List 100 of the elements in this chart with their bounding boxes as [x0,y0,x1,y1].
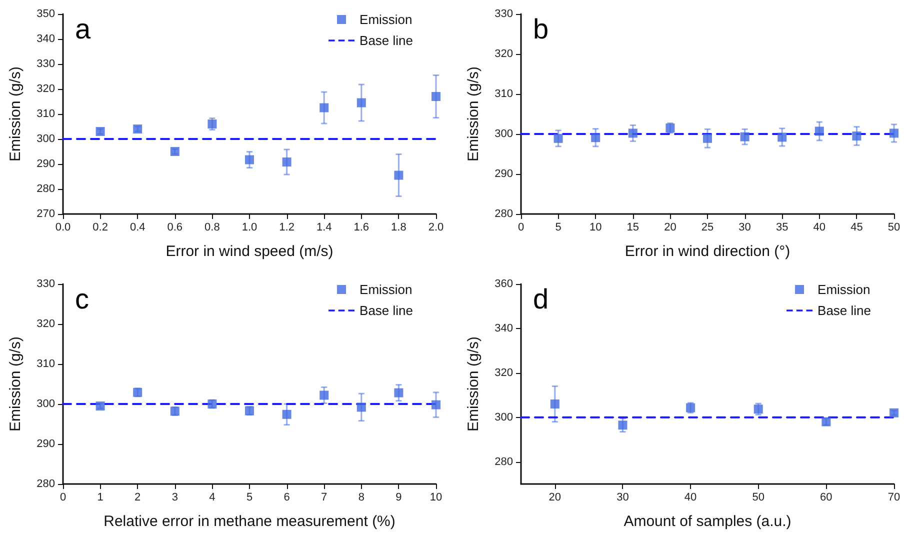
x-tick-label: 0.4 [130,222,146,234]
x-tick-label: 35 [776,222,788,234]
legend-label: Emission [818,282,870,297]
x-axis-title: Relative error in methane measurement (%) [104,513,396,530]
x-tick-label: 0 [60,492,66,504]
annotation: d [533,284,549,314]
y-tick-label: 360 [494,278,513,290]
point [208,120,217,128]
x-tick-label: 0.2 [92,222,108,234]
y-tick-label: 310 [36,108,55,120]
point [320,103,329,112]
point [890,128,898,138]
y-tick-label: 330 [36,58,55,70]
y-tick-label: 300 [494,128,513,140]
point [618,420,628,430]
point [245,155,254,164]
x-tick-label: 10 [430,492,442,504]
y-tick-label: 300 [494,411,513,424]
x-axis-title: Error in wind direction (°) [624,243,790,260]
x-tick-label: 9 [396,492,402,504]
y-axis-title: Emission (g/s) [7,336,24,432]
point [814,126,824,136]
point [432,400,440,410]
y-tick-label: 340 [36,33,55,45]
point [320,390,329,400]
point [591,133,600,142]
point [282,410,292,419]
point [703,134,712,143]
x-tick-label: 1.6 [354,222,370,234]
point [754,404,763,414]
x-tick-label: 1 [97,492,104,504]
legend-label: Base line [360,33,414,48]
x-tick-label: 70 [888,492,900,504]
point [394,388,404,398]
y-tick-label: 330 [36,278,55,290]
point [628,128,638,138]
x-tick-label: 20 [548,492,562,504]
y-tick-label: 270 [36,208,55,220]
x-tick-label: 5 [246,492,253,504]
y-tick-label: 280 [494,208,513,220]
x-tick-label: 50 [752,492,764,504]
x-tick-label: 30 [616,492,629,504]
legend-label: Emission [360,12,412,27]
x-tick-label: 1.2 [279,222,294,234]
point [554,134,563,143]
y-tick-label: 320 [36,83,55,95]
y-axis-title: Emission (g/s) [465,66,482,162]
x-tick-label: 0.8 [204,222,220,234]
point [432,92,440,101]
x-tick-label: 25 [701,222,714,234]
x-tick-label: 7 [321,492,328,504]
legend-label: Emission [360,282,412,297]
y-tick-label: 300 [36,133,55,145]
x-tick-label: 2 [134,492,141,504]
x-tick-label: 3 [172,492,178,504]
x-axis-title: Amount of samples (a.u.) [624,513,792,530]
x-tick-label: 15 [626,222,640,234]
x-tick-label: 0.6 [167,222,183,234]
point [394,170,404,180]
x-tick-label: 0 [518,222,524,234]
x-tick-label: 1.0 [242,222,258,234]
y-tick-label: 280 [494,456,513,468]
point [778,132,787,142]
y-tick-label: 330 [494,8,513,20]
x-tick-label: 8 [358,492,364,504]
point [852,132,862,140]
legend-label: Base line [360,303,414,318]
y-tick-label: 300 [36,398,55,410]
point [356,98,366,108]
x-tick-label: 30 [738,222,751,234]
legend-label: Base line [818,303,872,318]
y-tick-label: 340 [494,322,513,334]
annotation: b [533,14,549,44]
x-tick-label: 0.0 [55,222,71,234]
x-tick-label: 5 [555,222,562,234]
y-tick-label: 290 [36,438,55,450]
annotation: a [75,14,91,44]
annotation: c [75,284,89,314]
x-tick-label: 60 [820,492,832,504]
y-tick-label: 320 [494,366,513,379]
y-tick-label: 310 [494,88,513,100]
x-tick-label: 10 [589,222,602,234]
point [550,400,560,408]
y-axis-title: Emission (g/s) [7,66,24,162]
x-tick-label: 4 [209,492,216,504]
y-tick-label: 310 [36,358,55,370]
y-tick-label: 290 [36,158,55,170]
y-tick-label: 280 [36,183,55,195]
x-tick-label: 1.4 [316,222,332,234]
y-tick-label: 280 [36,478,55,490]
y-axis-title: Emission (g/s) [465,336,482,432]
x-tick-label: 40 [813,222,826,234]
point [282,158,292,166]
x-tick-label: 1.8 [391,222,406,234]
y-tick-label: 320 [494,48,513,60]
x-tick-label: 20 [664,222,676,234]
x-axis-title: Error in wind speed (m/s) [166,243,334,260]
x-tick-label: 40 [684,492,697,504]
y-tick-label: 320 [36,318,55,330]
point [740,132,750,142]
